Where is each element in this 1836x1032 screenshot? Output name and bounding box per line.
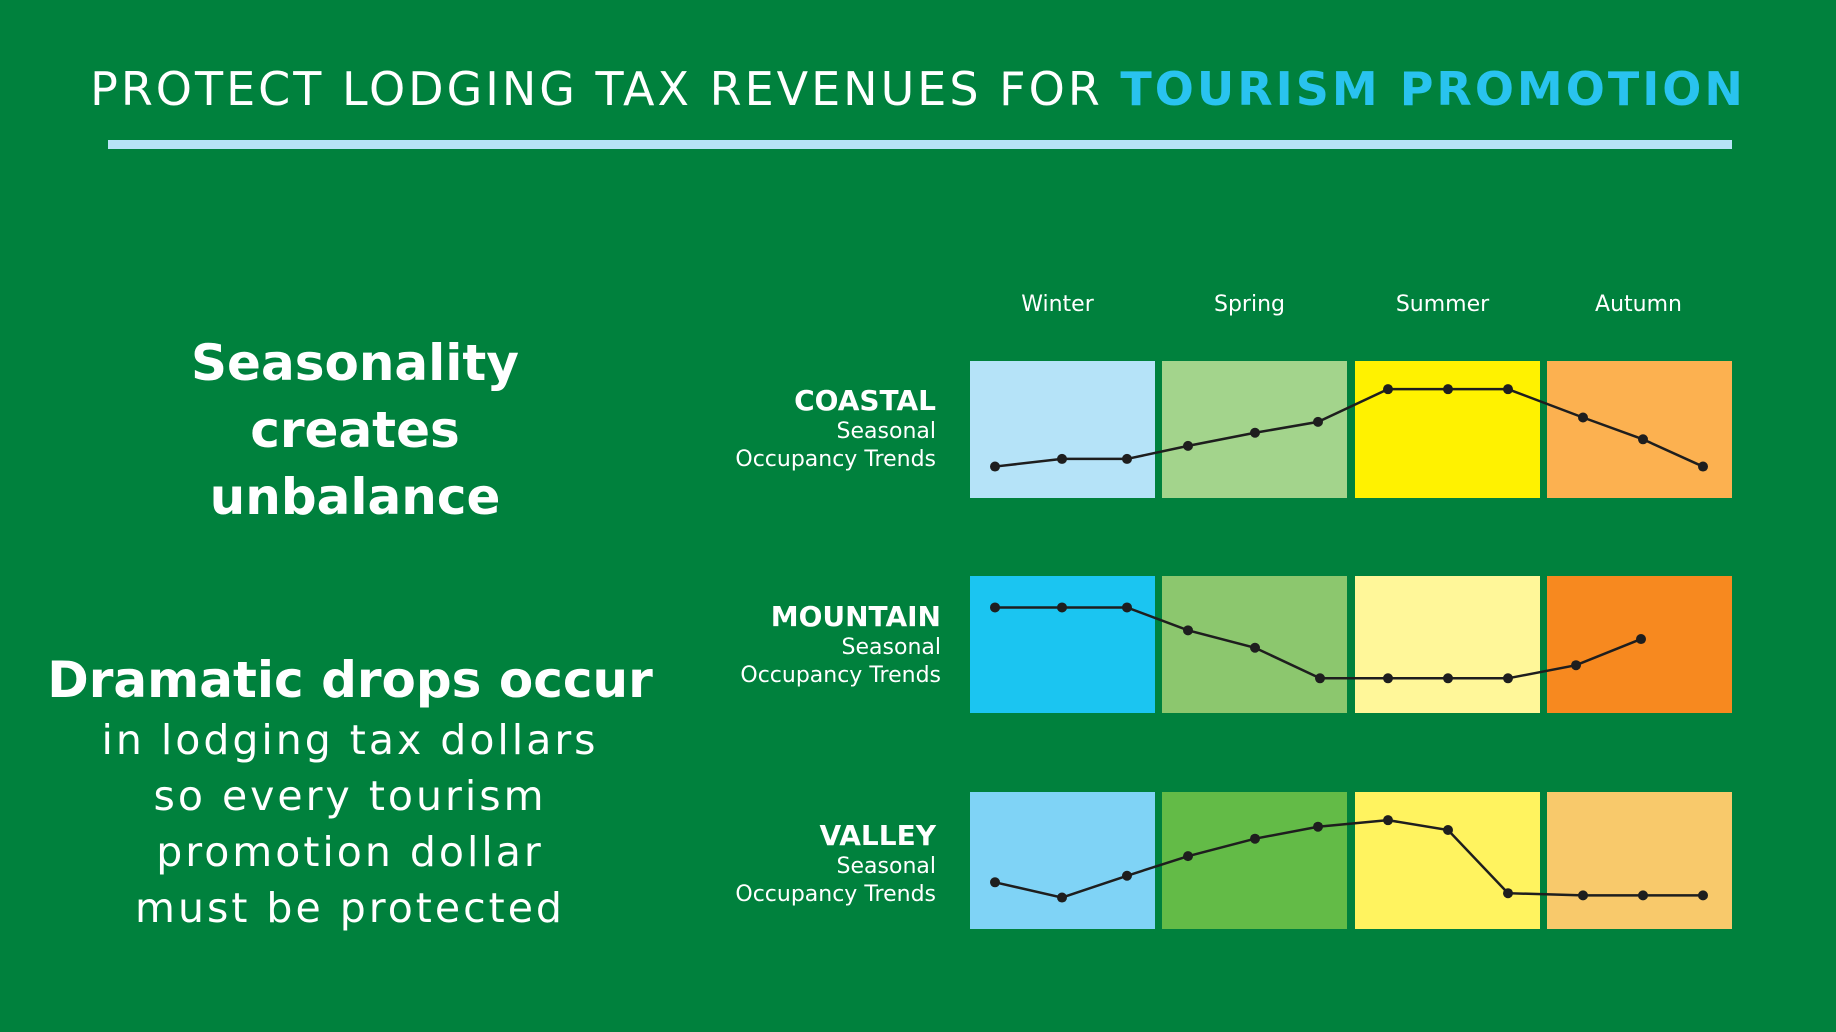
data-point-valley (1122, 870, 1132, 881)
headline-line: unbalance (209, 468, 501, 526)
page-title-highlight: TOURISM PROMOTION (1120, 62, 1746, 116)
headline-line: Seasonality (191, 334, 519, 392)
data-point-valley (1578, 890, 1588, 901)
season-box-mountain-winter (970, 576, 1155, 713)
data-point-valley (1250, 833, 1260, 844)
row-name: VALLEY (819, 819, 936, 852)
data-point-coastal (1122, 453, 1132, 464)
row-subtitle: Seasonal (836, 419, 936, 444)
drops-heading: Dramatic drops occur (47, 651, 653, 709)
season-box-valley-summer (1355, 792, 1540, 929)
data-point-coastal (1578, 412, 1588, 423)
data-point-coastal (1313, 416, 1323, 427)
data-point-valley (1503, 888, 1513, 899)
drops-line: in lodging tax dollars (101, 716, 599, 764)
drops-line: must be protected (135, 884, 565, 932)
row-subtitle: Occupancy Trends (740, 663, 941, 688)
data-point-mountain (1571, 660, 1581, 671)
data-point-coastal (1183, 440, 1193, 451)
season-box-valley-winter (970, 792, 1155, 929)
season-box-coastal-autumn (1547, 361, 1732, 498)
header-divider (108, 140, 1732, 149)
data-point-coastal (1443, 384, 1453, 395)
data-point-valley (1313, 821, 1323, 832)
series-line-mountain (995, 606, 1642, 680)
data-point-valley (1057, 892, 1067, 903)
series-line-coastal (994, 387, 1704, 468)
drops-line: promotion dollar (156, 828, 544, 876)
season-label-autumn: Autumn (1595, 292, 1682, 317)
data-point-coastal (1250, 427, 1260, 438)
data-point-valley (1698, 890, 1708, 901)
row-name: COASTAL (794, 384, 936, 417)
row-subtitle: Occupancy Trends (735, 882, 936, 907)
series-line-valley (994, 818, 1703, 899)
row-label-coastal: COASTAL Seasonal Occupancy Trends (636, 384, 936, 474)
page-title: PROTECT LODGING TAX REVENUES FOR TOURISM… (0, 62, 1836, 116)
season-label-winter: Winter (1021, 292, 1094, 317)
data-point-coastal (990, 461, 1000, 472)
data-point-mountain (1122, 602, 1132, 613)
data-point-mountain (1057, 602, 1067, 613)
data-point-valley (1383, 815, 1393, 826)
data-point-coastal (1638, 434, 1648, 445)
data-point-mountain (1503, 673, 1513, 684)
data-point-mountain (1636, 634, 1646, 645)
page-title-plain: PROTECT LODGING TAX REVENUES FOR (90, 62, 1121, 116)
headline-line: creates (250, 401, 460, 459)
data-point-valley (1443, 824, 1453, 835)
data-point-mountain (1250, 642, 1260, 653)
data-point-mountain (1383, 673, 1393, 684)
season-box-mountain-summer (1355, 576, 1540, 713)
data-point-mountain (990, 602, 1000, 613)
season-box-valley-spring (1162, 792, 1347, 929)
data-point-mountain (1183, 625, 1193, 636)
drops-line: so every tourism (153, 772, 547, 820)
row-subtitle: Occupancy Trends (735, 447, 936, 472)
data-point-mountain (1315, 673, 1325, 684)
data-point-mountain (1443, 673, 1453, 684)
season-box-valley-autumn (1547, 792, 1732, 929)
seasonality-headline: Seasonality creates unbalance (60, 330, 650, 531)
season-box-coastal-winter (970, 361, 1155, 498)
data-point-valley (1183, 851, 1193, 862)
data-point-valley (990, 877, 1000, 888)
drops-callout: Dramatic drops occur in lodging tax doll… (30, 648, 670, 936)
data-point-coastal (1383, 384, 1393, 395)
season-label-spring: Spring (1214, 292, 1285, 317)
row-subtitle: Seasonal (841, 635, 941, 660)
season-label-summer: Summer (1395, 292, 1490, 317)
data-point-coastal (1698, 461, 1708, 472)
row-label-mountain: MOUNTAIN Seasonal Occupancy Trends (641, 600, 941, 690)
season-box-mountain-autumn (1547, 576, 1732, 713)
drops-body: in lodging tax dollars so every tourism … (30, 712, 670, 936)
row-name: MOUNTAIN (770, 600, 941, 633)
season-box-coastal-summer (1355, 361, 1540, 498)
data-point-valley (1638, 890, 1648, 901)
row-subtitle: Seasonal (836, 854, 936, 879)
row-label-valley: VALLEY Seasonal Occupancy Trends (636, 819, 936, 909)
data-point-coastal (1057, 453, 1067, 464)
data-point-coastal (1503, 384, 1513, 395)
